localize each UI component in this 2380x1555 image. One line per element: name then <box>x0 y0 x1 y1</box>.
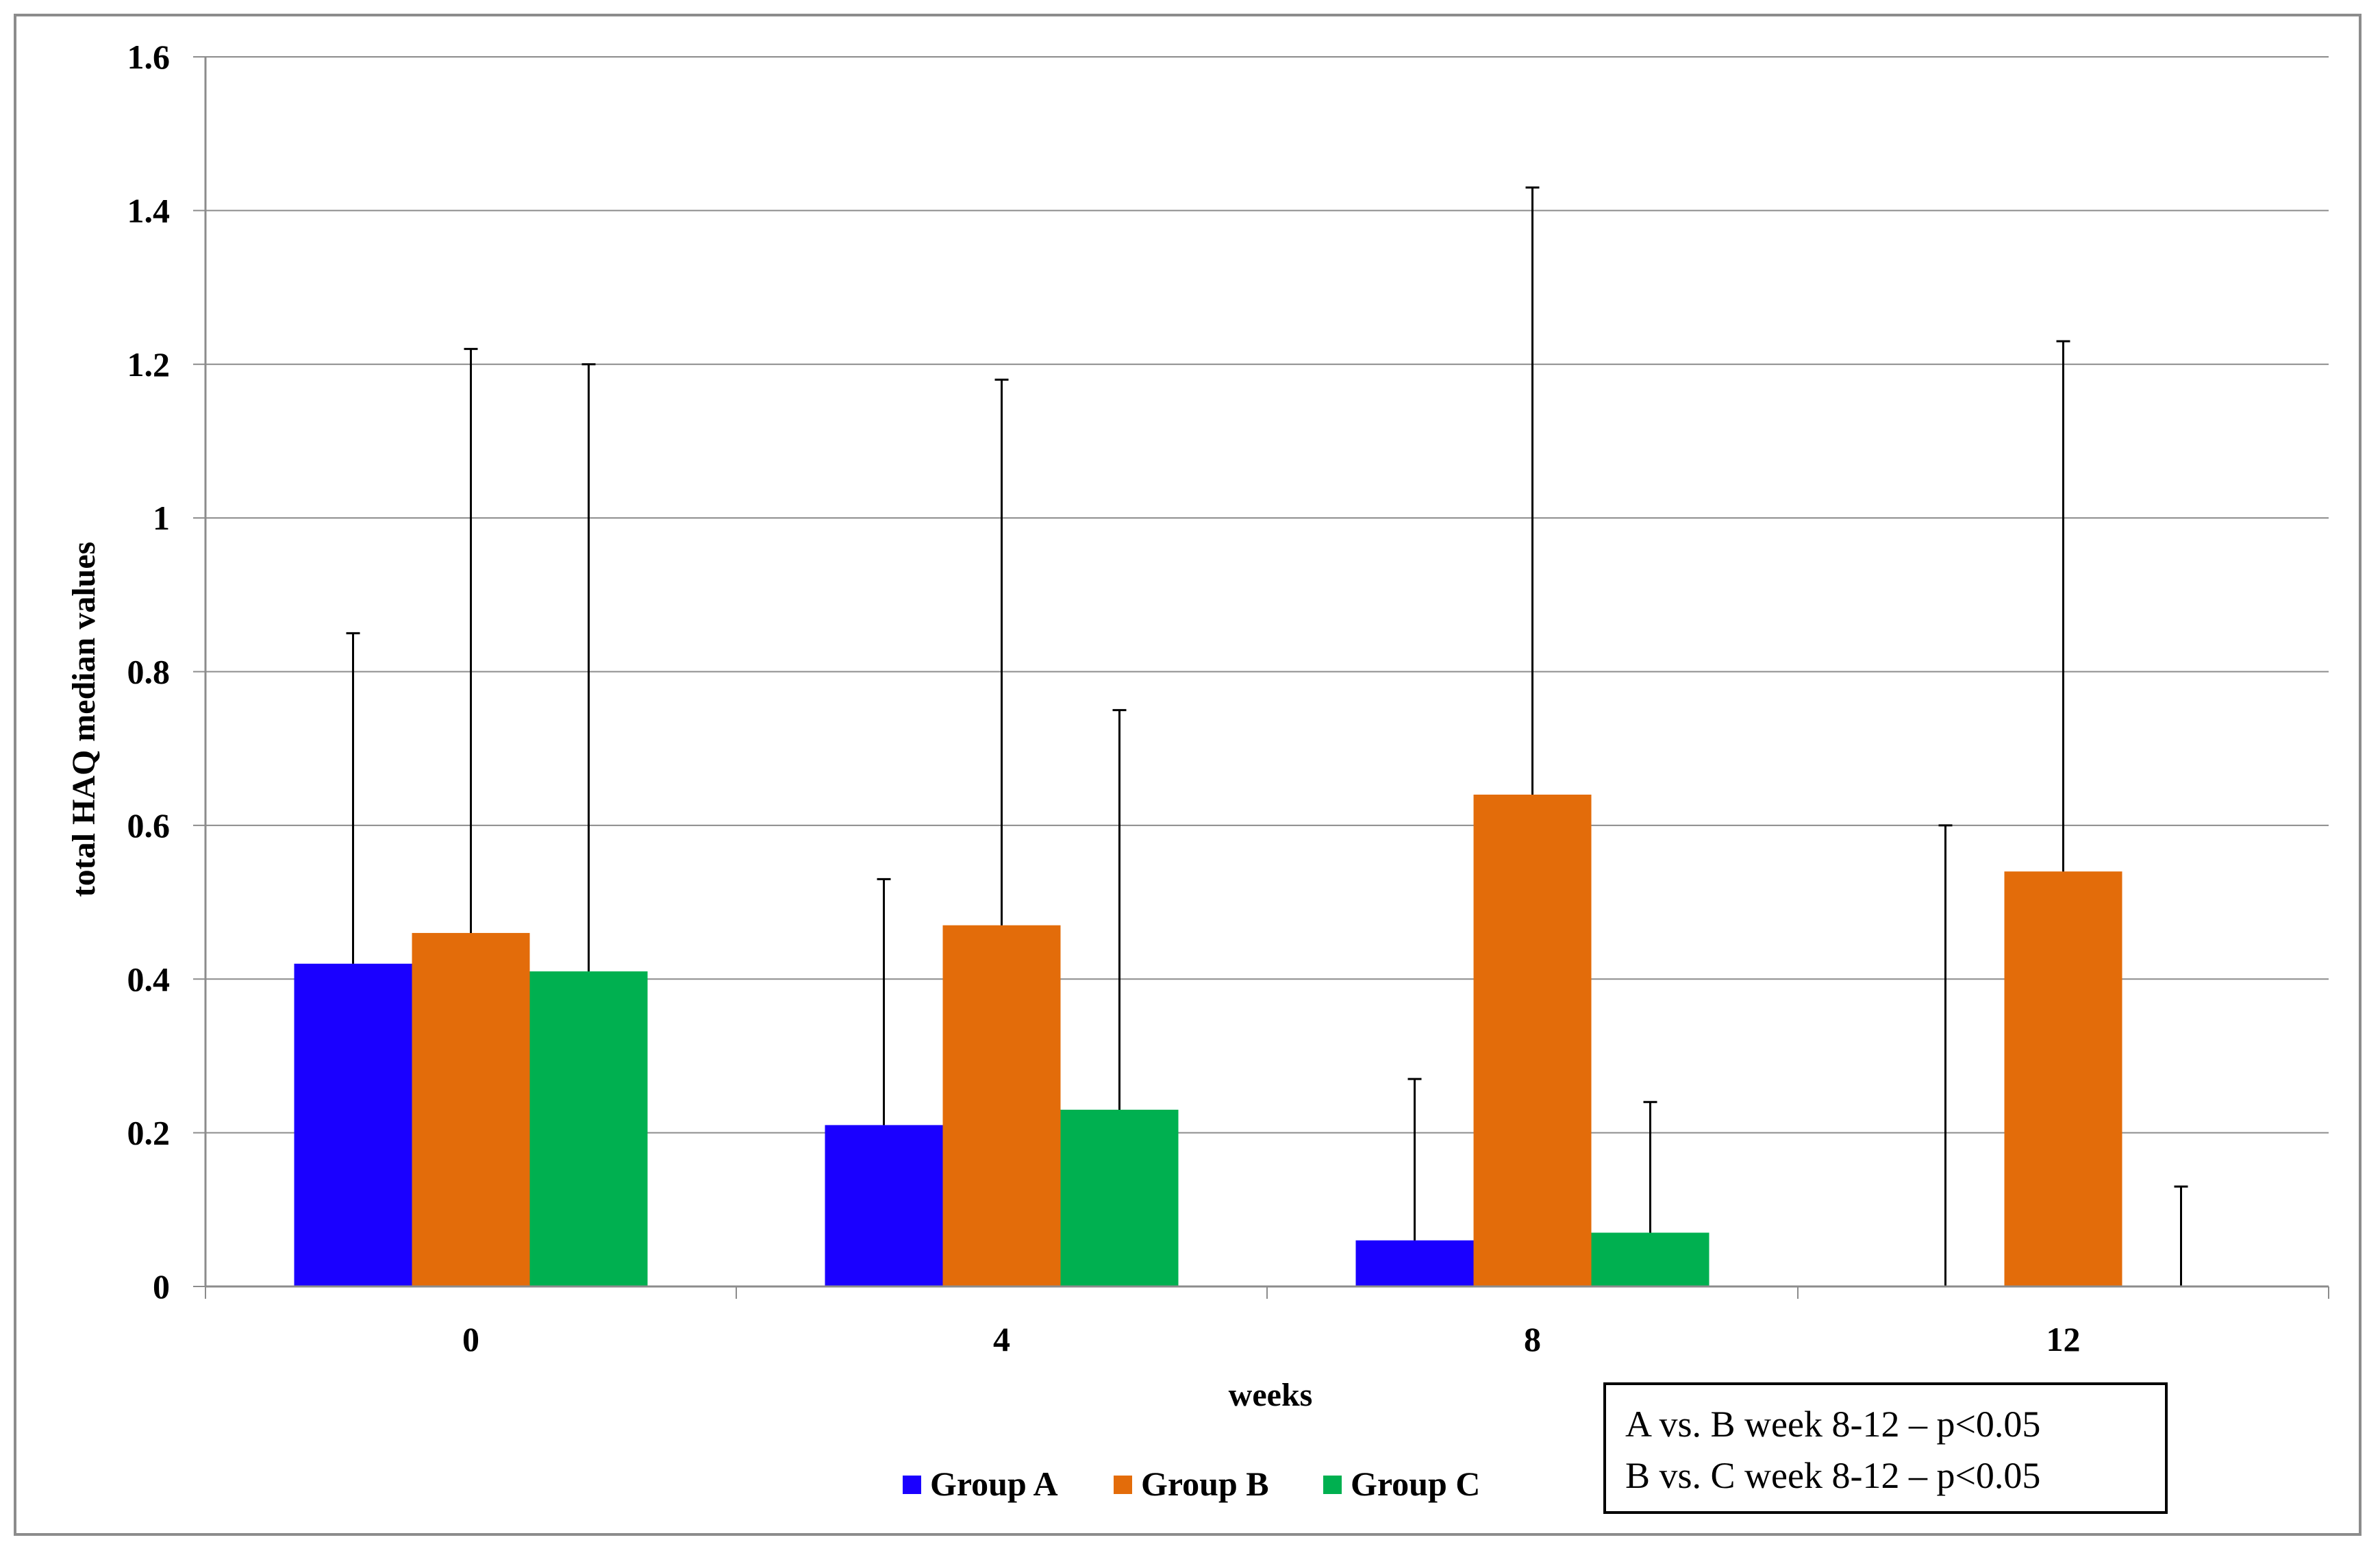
legend-swatch <box>903 1476 921 1494</box>
note-line-2: B vs. C week 8-12 – p<0.05 <box>1625 1455 2040 1496</box>
bar-group-a-week-8 <box>1355 1240 1474 1286</box>
y-axis-title: total HAQ median values <box>66 542 102 897</box>
bar-group-c-week-8 <box>1591 1232 1709 1286</box>
y-tick-label: 0.8 <box>127 653 171 691</box>
x-tick-label: 4 <box>993 1320 1010 1358</box>
bar-group-a-week-4 <box>825 1125 943 1286</box>
bar-group-b-week-4 <box>942 925 1061 1286</box>
y-tick-label: 0.2 <box>127 1114 171 1152</box>
y-tick-label: 1.6 <box>127 38 171 76</box>
note-box <box>1603 1382 2168 1514</box>
error-bars <box>346 186 2188 1286</box>
significance-note: A vs. B week 8-12 – p<0.05 B vs. C week … <box>1603 1382 2168 1514</box>
legend: Group A Group B Group C <box>903 1465 1480 1503</box>
legend-item-group-b: Group B <box>1114 1465 1269 1503</box>
bar-group-c-week-4 <box>1060 1109 1179 1286</box>
x-tick-label: 8 <box>1524 1320 1541 1358</box>
y-tick-label: 1.2 <box>127 345 171 384</box>
bars <box>294 795 2122 1286</box>
bar-group-b-week-0 <box>412 932 530 1286</box>
legend-label: Group A <box>930 1465 1058 1503</box>
x-axis-title: weeks <box>1229 1377 1313 1413</box>
x-tick-label: 12 <box>2046 1320 2081 1358</box>
axes <box>193 56 2329 1299</box>
bar-group-b-week-8 <box>1473 795 1592 1286</box>
legend-swatch <box>1323 1476 1342 1494</box>
y-tick-label: 1 <box>153 499 170 537</box>
x-tick-label: 0 <box>462 1320 479 1358</box>
legend-label: Group B <box>1141 1465 1269 1503</box>
legend-label: Group C <box>1351 1465 1480 1503</box>
y-tick-label: 1.4 <box>127 191 171 229</box>
bar-group-b-week-12 <box>2004 871 2122 1286</box>
bar-group-c-week-0 <box>529 971 648 1286</box>
y-tick-label: 0 <box>153 1267 170 1306</box>
legend-swatch <box>1114 1476 1132 1494</box>
note-line-1: A vs. B week 8-12 – p<0.05 <box>1625 1404 2040 1445</box>
legend-item-group-a: Group A <box>903 1465 1058 1503</box>
bar-group-a-week-0 <box>294 963 412 1286</box>
y-tick-label: 0.6 <box>127 806 171 845</box>
legend-item-group-c: Group C <box>1323 1465 1480 1503</box>
y-tick-label: 0.4 <box>127 960 171 998</box>
tick-labels: 0 0.2 0.4 0.6 0.8 1 1.2 1.4 1.6 0 4 8 12 <box>127 38 2081 1358</box>
